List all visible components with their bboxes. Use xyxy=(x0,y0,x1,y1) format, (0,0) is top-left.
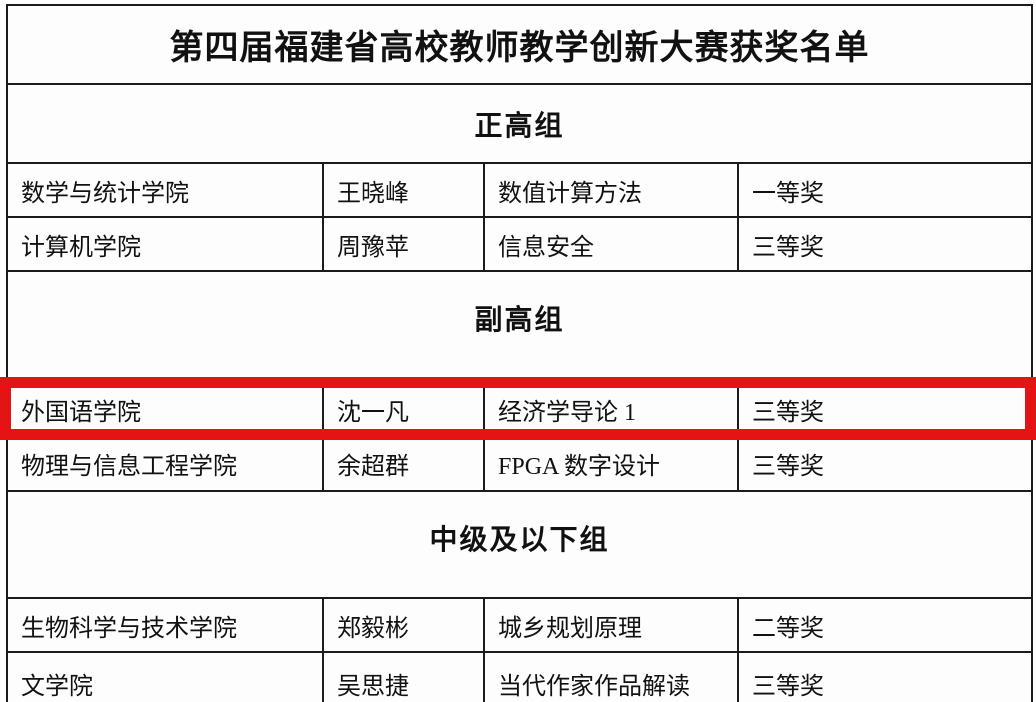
table-row-highlighted: 外国语学院 沈一凡 经济学导论 1 三等奖 xyxy=(8,384,1031,436)
cell-teacher: 王晓峰 xyxy=(324,164,485,216)
cell-college: 文学院 xyxy=(8,653,324,702)
cell-course: 城乡规划原理 xyxy=(485,599,739,651)
section-header-fugao: 副高组 xyxy=(8,272,1031,384)
cell-course: 数值计算方法 xyxy=(485,164,739,216)
cell-college: 数学与统计学院 xyxy=(8,164,324,216)
cell-teacher: 沈一凡 xyxy=(324,384,485,434)
cell-teacher: 吴思捷 xyxy=(324,653,485,702)
cell-college: 计算机学院 xyxy=(8,218,324,270)
section-header-zhongji: 中级及以下组 xyxy=(8,492,1031,599)
cell-award: 三等奖 xyxy=(752,399,824,426)
table-row: 数学与统计学院 王晓峰 数值计算方法 一等奖 xyxy=(8,164,1031,218)
cell-award: 二等奖 xyxy=(752,615,824,642)
cell-college: 生物科学与技术学院 xyxy=(8,599,324,651)
table-row: 生物科学与技术学院 郑毅彬 城乡规划原理 二等奖 xyxy=(8,599,1031,653)
cell-college: 物理与信息工程学院 xyxy=(8,436,324,490)
cell-teacher: 郑毅彬 xyxy=(324,599,485,651)
cell-course: 信息安全 xyxy=(485,218,739,270)
cell-award: 一等奖 xyxy=(752,180,824,207)
table-title: 第四届福建省高校教师教学创新大赛获奖名单 xyxy=(8,6,1031,85)
cell-course: FPGA 数字设计 xyxy=(485,436,739,490)
cell-award: 三等奖 xyxy=(752,234,824,261)
cell-college: 外国语学院 xyxy=(8,384,324,434)
award-table: 第四届福建省高校教师教学创新大赛获奖名单 正高组 数学与统计学院 王晓峰 数值计… xyxy=(6,4,1033,702)
cell-course: 经济学导论 1 xyxy=(485,384,739,434)
table-row: 计算机学院 周豫苹 信息安全 三等奖 xyxy=(8,218,1031,272)
section-header-zhenggao: 正高组 xyxy=(8,85,1031,164)
cell-teacher: 余超群 xyxy=(324,436,485,490)
cell-teacher: 周豫苹 xyxy=(324,218,485,270)
cell-award: 三等奖 xyxy=(752,673,824,700)
table-row: 物理与信息工程学院 余超群 FPGA 数字设计 三等奖 xyxy=(8,436,1031,492)
table-row: 文学院 吴思捷 当代作家作品解读 三等奖 xyxy=(8,653,1031,702)
cell-course: 当代作家作品解读 xyxy=(485,653,739,702)
cell-award: 三等奖 xyxy=(752,453,824,480)
